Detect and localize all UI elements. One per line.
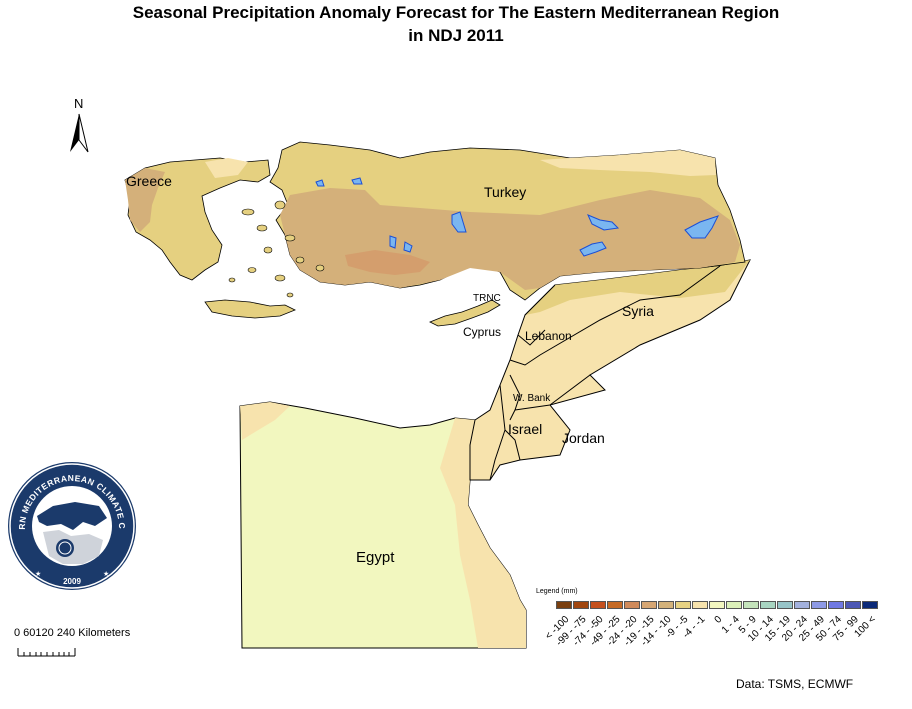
region-label-jordan: Jordan [562,430,605,446]
legend-swatch [828,601,844,609]
map-title-line-1: Seasonal Precipitation Anomaly Forecast … [132,3,780,22]
lake-ataturk [579,241,607,257]
legend-swatch [726,601,742,609]
region-label-wbank: W. Bank [513,393,551,404]
greece-west-dry-zone [125,168,165,232]
legend-swatch [641,601,657,609]
legend-title: Legend (mm) [536,588,578,595]
legend-swatch [624,601,640,609]
country-borders [489,265,721,481]
emcc-logo: EASTERN MEDITERRANEAN CLIMATE CENTRE 200… [3,460,136,590]
lake-tuz [451,211,467,233]
turkey-north-normal-zone [540,150,716,176]
region-label-cyprus: Cyprus [463,325,501,339]
region-label-greece: Greece [126,173,172,189]
legend-swatch [845,601,861,609]
legend-swatch [573,601,589,609]
lake-marmara [315,177,363,187]
legend-swatch [811,601,827,609]
region-label-syria: Syria [622,303,654,319]
cyprus-island [429,299,501,327]
greece-north-normal-zone [205,158,248,178]
levant-region [469,259,751,481]
region-label-turkey: Turkey [484,184,526,200]
legend-swatch [777,601,793,609]
legend-swatch [743,601,759,609]
scale-bar-label: 0 60120 240 Kilometers [14,627,131,639]
legend-swatch [760,601,776,609]
north-arrow-label: N [74,96,83,111]
legend-swatch [709,601,725,609]
legend-swatch [658,601,674,609]
scale-bar [17,648,76,657]
lake-keban [587,214,620,231]
crete-island [204,299,296,319]
svg-text:★: ★ [35,570,41,578]
legend-swatch [692,601,708,609]
legend-swatch [590,601,606,609]
region-label-israel: Israel [508,421,542,437]
map-title-line-2: in NDJ 2011 [408,26,504,45]
svg-text:★: ★ [103,570,109,578]
turkey-strong-dry-zone [345,250,430,275]
region-label-egypt: Egypt [356,549,395,566]
syria-north-dry-zone [525,260,750,315]
data-source: Data: TSMS, ECMWF [736,677,854,691]
lake-egirdir [389,235,413,253]
legend-labels: < -100 -99 - -75 -74 - -50 -49 - -25 -24 - -… [544,612,908,672]
legend-swatches [556,601,879,609]
north-arrow-icon: N [70,96,89,153]
egypt-east-dry-zone [440,418,526,648]
egypt-nw-dry-zone [240,402,290,440]
logo-year: 2009 [63,577,81,586]
legend-swatch [675,601,691,609]
region-label-trnc: TRNC [473,293,501,304]
legend-swatch [607,601,623,609]
legend-swatch [556,601,572,609]
legend-swatch [794,601,810,609]
legend-swatch [862,601,878,609]
aegean-islands [228,200,325,298]
lake-van [684,215,719,239]
region-label-lebanon: Lebanon [525,329,572,343]
